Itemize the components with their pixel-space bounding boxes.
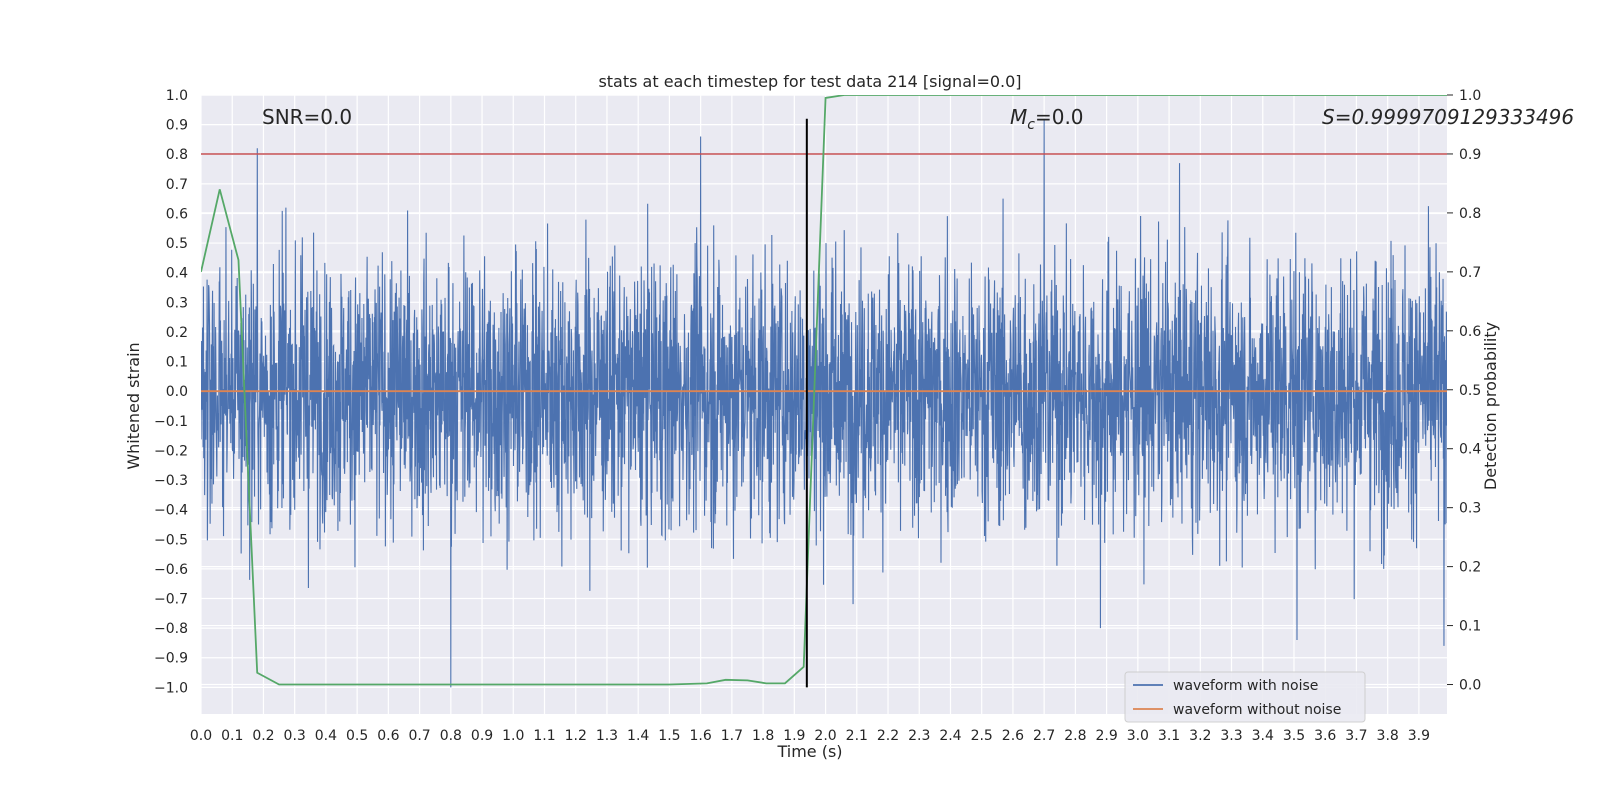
x-tick-label: 0.3: [284, 728, 306, 744]
x-tick-label: 1.5: [658, 728, 680, 744]
series-waveform-with-noise: [201, 118, 1447, 688]
axes: 0.0 0.1 0.2 0.3 0.4 0.5 0.6 0.7 0.8 0.9 1.0 1.1 1.2 1…: [154, 88, 1481, 744]
x-tick-label: 0.2: [252, 728, 274, 744]
snr-annotation: SNR=0.0: [262, 105, 352, 129]
x-tick-label: 0.5: [346, 728, 368, 744]
x-tick-label: 3.2: [1189, 728, 1211, 744]
y-tick-label: −0.8: [154, 621, 188, 637]
y-tick-label: 0.7: [166, 177, 188, 193]
y-tick-label: −0.1: [154, 414, 188, 430]
x-tick-label: 1.6: [690, 728, 712, 744]
y-tick-label: −0.5: [154, 532, 188, 548]
y-tick-label: 0.2: [166, 325, 188, 341]
x-tick-label: 3.1: [1158, 728, 1180, 744]
x-tick-label: 3.6: [1314, 728, 1336, 744]
y-tick-label: 0.0: [166, 384, 188, 400]
s-annotation: S=0.9999709129333496: [1322, 105, 1574, 129]
y2-tick-label: 0.4: [1459, 442, 1481, 458]
y-tick-label: −1.0: [154, 680, 188, 696]
x-tick-label: 3.7: [1345, 728, 1367, 744]
x-tick-label: 2.1: [846, 728, 868, 744]
y-tick-label: −0.2: [154, 443, 188, 459]
y2-tick-label: 0.2: [1459, 560, 1481, 576]
x-axis-label: Time (s): [776, 742, 842, 761]
x-tick-label: 1.0: [502, 728, 524, 744]
x-tick-label: 0.8: [440, 728, 462, 744]
y-tick-label: 0.3: [166, 295, 188, 311]
y-tick-label: 0.5: [166, 236, 188, 252]
y-tick-label: 0.4: [166, 266, 188, 282]
y-tick-label: 0.9: [166, 118, 188, 134]
y-tick-label: 0.8: [166, 147, 188, 163]
x-tick-label: 0.4: [315, 728, 337, 744]
x-tick-label: 1.9: [783, 728, 805, 744]
x-tick-label: 2.3: [908, 728, 930, 744]
x-tick-label: 2.8: [1064, 728, 1086, 744]
x-tick-label: 3.0: [1127, 728, 1149, 744]
legend-box: [1124, 671, 1366, 723]
legend: waveform with noise waveform without noi…: [1124, 671, 1366, 723]
y-tick-label: −0.4: [154, 503, 188, 519]
y-tick-label: −0.7: [154, 591, 188, 607]
y2-tick-label: 0.8: [1459, 206, 1481, 222]
x-tick-label: 1.8: [752, 728, 774, 744]
x-tick-label: 3.9: [1408, 728, 1430, 744]
y-tick-label: −0.6: [154, 562, 188, 578]
x-tick-label: 0.1: [221, 728, 243, 744]
y2-axis-label: Detection probability: [1481, 322, 1500, 490]
y-tick-label: 0.6: [166, 206, 188, 222]
y2-tick-label: 0.5: [1459, 383, 1481, 399]
y2-tick-label: 0.0: [1459, 678, 1481, 694]
x-tick-label: 2.6: [1002, 728, 1024, 744]
x-tick-label: 3.5: [1283, 728, 1305, 744]
x-tick-label: 1.4: [627, 728, 649, 744]
chart-title: stats at each timestep for test data 214…: [598, 72, 1021, 91]
y-tick-label: −0.9: [154, 651, 188, 667]
x-tick-label: 0.6: [377, 728, 399, 744]
legend-label-clean: waveform without noise: [1173, 702, 1341, 718]
y-tick-label: 1.0: [166, 88, 188, 104]
y-tick-label: −0.3: [154, 473, 188, 489]
mc-annotation: Mc=0.0: [1010, 105, 1084, 133]
x-tick-label: 0.7: [408, 728, 430, 744]
x-tick-label: 1.3: [596, 728, 618, 744]
x-tick-label: 3.8: [1377, 728, 1399, 744]
x-tick-label: 3.4: [1252, 728, 1274, 744]
data-layer: [201, 95, 1447, 688]
y-axis-label: Whitened strain: [124, 342, 143, 469]
x-tick-label: 2.5: [971, 728, 993, 744]
x-tick-label: 1.1: [533, 728, 555, 744]
x-tick-label: 2.7: [1033, 728, 1055, 744]
x-tick-label: 2.4: [939, 728, 961, 744]
y2-tick-label: 0.9: [1459, 147, 1481, 163]
y2-tick-label: 0.7: [1459, 265, 1481, 281]
x-tick-label: 3.3: [1220, 728, 1242, 744]
x-tick-label: 1.2: [565, 728, 587, 744]
x-tick-label: 0.0: [190, 728, 212, 744]
x-tick-label: 1.7: [721, 728, 743, 744]
y2-tick-label: 1.0: [1459, 88, 1481, 104]
y2-tick-label: 0.1: [1459, 619, 1481, 635]
x-tick-label: 2.2: [877, 728, 899, 744]
legend-label-noise: waveform with noise: [1173, 678, 1318, 694]
y2-tick-label: 0.6: [1459, 324, 1481, 340]
x-tick-label: 2.9: [1095, 728, 1117, 744]
x-tick-label: 0.9: [471, 728, 493, 744]
y-tick-label: 0.1: [166, 355, 188, 371]
x-tick-label: 2.0: [814, 728, 836, 744]
series-detection-probability: [201, 95, 1447, 686]
y2-tick-label: 0.3: [1459, 501, 1481, 517]
